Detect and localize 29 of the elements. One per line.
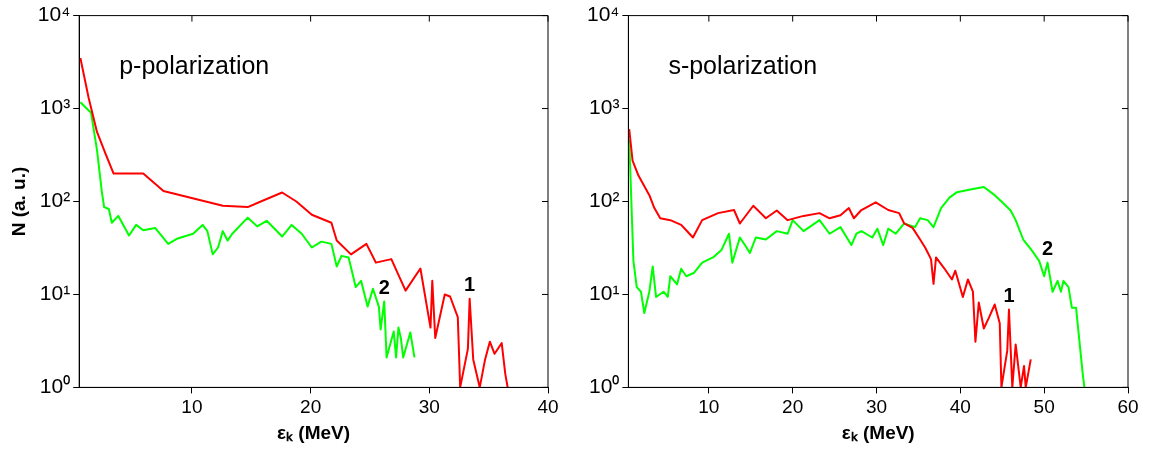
y-tick-label: 10⁴ xyxy=(586,2,620,26)
x-tick-label: 30 xyxy=(418,396,440,418)
x-tick-label: 40 xyxy=(537,396,559,418)
y-tick-label: 10¹ xyxy=(589,281,620,305)
x-tick-label: 10 xyxy=(698,396,720,418)
x-tick-label: 20 xyxy=(300,396,322,418)
y-tick-label: 10² xyxy=(589,188,620,212)
y-tick-label: 10⁰ xyxy=(589,374,620,398)
y-axis-title: N (a. u.) xyxy=(7,166,29,237)
series-label: 1 xyxy=(1003,283,1015,306)
y-tick-label: 10² xyxy=(39,188,71,212)
series-label: 1 xyxy=(464,273,476,296)
x-tick-label: 50 xyxy=(1033,396,1055,418)
x-tick-label: 20 xyxy=(782,396,804,418)
series-label: 2 xyxy=(1041,237,1054,260)
x-tick-label: 10 xyxy=(181,396,203,418)
x-tick-label: 40 xyxy=(949,396,971,418)
y-tick-label: 10³ xyxy=(39,95,71,119)
y-tick-label: 10³ xyxy=(589,95,620,119)
x-axis-title: εₖ (MeV) xyxy=(841,421,915,443)
x-tick-label: 60 xyxy=(1117,396,1139,418)
series-label: 2 xyxy=(378,276,390,298)
annotation: p-polarization xyxy=(119,51,270,80)
y-tick-label: 10⁴ xyxy=(37,2,71,26)
annotation: s-polarization xyxy=(668,51,818,80)
x-axis-title: εₖ (MeV) xyxy=(277,421,351,443)
y-tick-label: 10¹ xyxy=(39,281,71,305)
y-tick-label: 10⁰ xyxy=(39,374,71,398)
x-tick-label: 30 xyxy=(865,396,888,418)
